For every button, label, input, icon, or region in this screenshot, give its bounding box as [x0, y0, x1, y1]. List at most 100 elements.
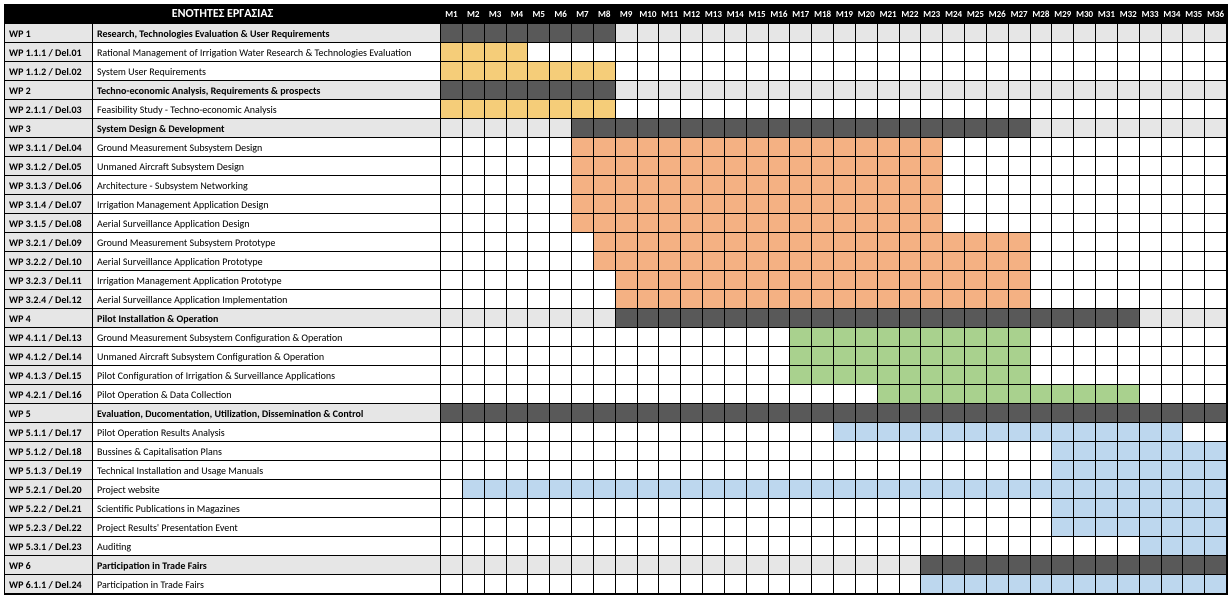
row-code: WP 5.2.3 / Del.22: [5, 518, 93, 537]
gantt-cell: [790, 157, 812, 176]
gantt-cell: [681, 366, 703, 385]
gantt-cell: [441, 62, 463, 81]
gantt-cell: [616, 423, 638, 442]
gantt-cell: [1205, 119, 1227, 138]
gantt-cell: [616, 43, 638, 62]
gantt-cell: [943, 480, 965, 499]
gantt-cell: [1162, 556, 1184, 575]
gantt-cell: [1205, 556, 1227, 575]
gantt-cell: [812, 499, 834, 518]
gantt-cell: [769, 290, 791, 309]
gantt-cell: [856, 575, 878, 594]
gantt-cell: [1096, 119, 1118, 138]
gantt-cell: [900, 252, 922, 271]
gantt-cell: [703, 366, 725, 385]
gantt-task-row: WP 3.2.3 / Del.11Irrigation Management A…: [5, 271, 1227, 290]
gantt-cell: [747, 233, 769, 252]
gantt-cell: [681, 24, 703, 43]
gantt-cell: [965, 252, 987, 271]
gantt-cell: [550, 537, 572, 556]
gantt-cell: [1162, 404, 1184, 423]
gantt-cell: [1140, 138, 1162, 157]
gantt-cell: [485, 157, 507, 176]
gantt-cell: [550, 480, 572, 499]
gantt-cell: [659, 252, 681, 271]
gantt-cell: [725, 252, 747, 271]
gantt-cell: [1118, 290, 1140, 309]
gantt-cell: [1183, 195, 1205, 214]
gantt-cell: [1140, 385, 1162, 404]
gantt-cell: [1162, 575, 1184, 594]
gantt-cell: [1205, 499, 1227, 518]
row-description: Architecture - Subsystem Networking: [93, 176, 441, 195]
gantt-cell: [1009, 537, 1031, 556]
gantt-cell: [1162, 347, 1184, 366]
gantt-cell: [1009, 157, 1031, 176]
gantt-cell: [1009, 290, 1031, 309]
gantt-cell: [987, 328, 1009, 347]
gantt-cell: [441, 271, 463, 290]
gantt-cell: [572, 252, 594, 271]
gantt-cell: [550, 404, 572, 423]
gantt-cell: [572, 423, 594, 442]
gantt-cell: [878, 518, 900, 537]
gantt-header-month: M20: [856, 5, 878, 24]
gantt-cell: [703, 233, 725, 252]
gantt-cell: [1118, 575, 1140, 594]
gantt-cell: [1009, 100, 1031, 119]
gantt-cell: [834, 62, 856, 81]
gantt-cell: [878, 385, 900, 404]
gantt-cell: [1031, 537, 1053, 556]
row-description: Research, Technologies Evaluation & User…: [93, 24, 441, 43]
gantt-cell: [703, 157, 725, 176]
gantt-cell: [594, 290, 616, 309]
gantt-cell: [1162, 157, 1184, 176]
gantt-cell: [943, 81, 965, 100]
gantt-cell: [681, 62, 703, 81]
gantt-cell: [1183, 480, 1205, 499]
gantt-cell: [812, 480, 834, 499]
gantt-cell: [681, 214, 703, 233]
gantt-cell: [703, 176, 725, 195]
gantt-cell: [943, 518, 965, 537]
gantt-cell: [834, 442, 856, 461]
gantt-cell: [463, 24, 485, 43]
gantt-cell: [550, 575, 572, 594]
gantt-cell: [834, 271, 856, 290]
gantt-cell: [965, 518, 987, 537]
gantt-cell: [747, 404, 769, 423]
gantt-cell: [834, 252, 856, 271]
gantt-cell: [1031, 290, 1053, 309]
gantt-header-month: M36: [1205, 5, 1227, 24]
gantt-cell: [485, 518, 507, 537]
gantt-cell: [1183, 385, 1205, 404]
gantt-cell: [769, 119, 791, 138]
gantt-cell: [769, 404, 791, 423]
gantt-cell: [659, 404, 681, 423]
gantt-cell: [703, 423, 725, 442]
gantt-cell: [834, 24, 856, 43]
gantt-cell: [1096, 537, 1118, 556]
row-code: WP 5.1.1 / Del.17: [5, 423, 93, 442]
gantt-cell: [638, 499, 660, 518]
gantt-cell: [725, 214, 747, 233]
gantt-cell: [1074, 252, 1096, 271]
gantt-header-month: M16: [769, 5, 791, 24]
gantt-cell: [1031, 176, 1053, 195]
gantt-cell: [1118, 423, 1140, 442]
gantt-task-row: WP 5.3.1 / Del.23Auditing: [5, 537, 1227, 556]
gantt-cell: [965, 385, 987, 404]
gantt-cell: [725, 233, 747, 252]
gantt-cell: [528, 176, 550, 195]
gantt-cell: [1183, 423, 1205, 442]
gantt-cell: [747, 157, 769, 176]
gantt-cell: [1074, 347, 1096, 366]
gantt-cell: [550, 366, 572, 385]
gantt-cell: [1052, 290, 1074, 309]
gantt-cell: [812, 290, 834, 309]
gantt-cell: [594, 404, 616, 423]
gantt-cell: [1009, 442, 1031, 461]
gantt-cell: [965, 461, 987, 480]
gantt-cell: [528, 214, 550, 233]
gantt-cell: [1052, 138, 1074, 157]
